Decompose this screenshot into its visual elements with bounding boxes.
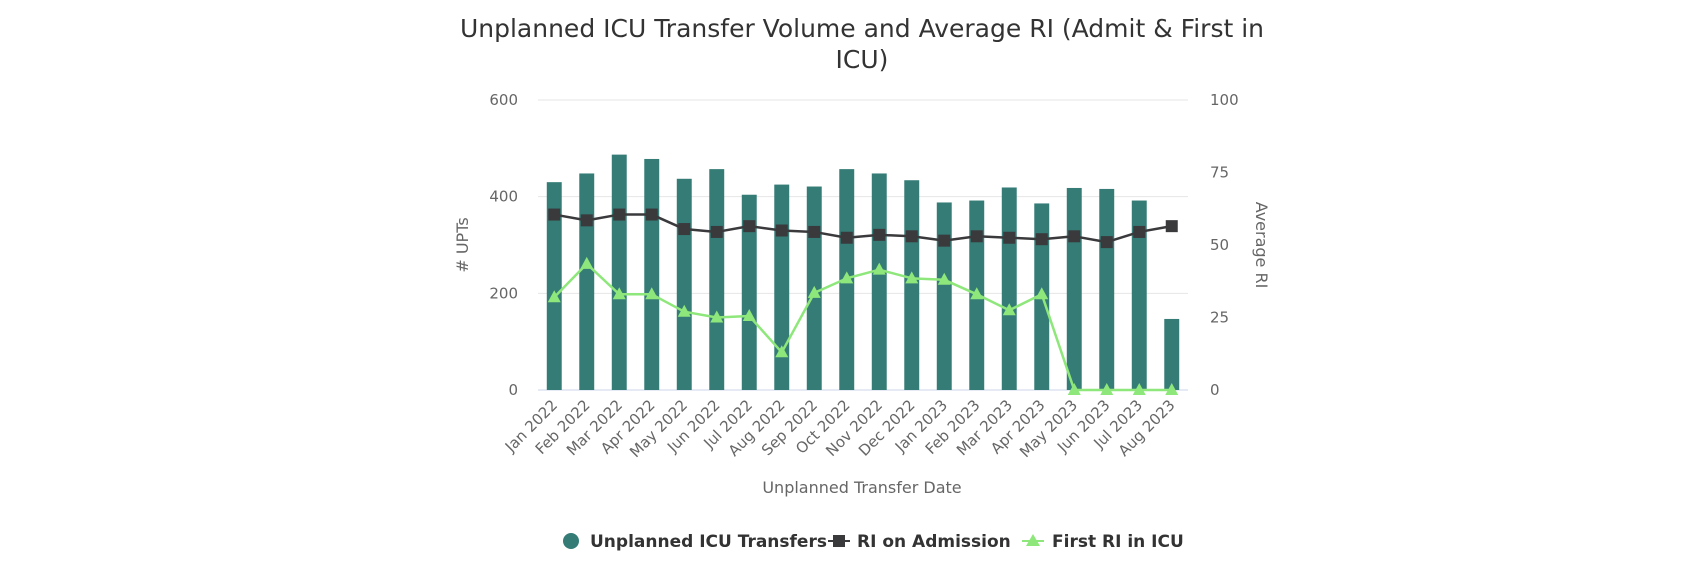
legend-item-ri-on-admission[interactable]: RI on Admission — [828, 532, 1011, 552]
line-point-triangle[interactable] — [742, 309, 756, 322]
line-point-triangle[interactable] — [840, 271, 854, 284]
legend-label: Unplanned ICU Transfers — [590, 532, 827, 552]
line-point-square[interactable] — [873, 228, 886, 241]
series-line — [553, 262, 1172, 392]
bar[interactable] — [546, 182, 562, 390]
line-point-square[interactable] — [970, 230, 983, 243]
chart-title-line-2: ICU) — [836, 45, 889, 74]
y-axis-left-tick-label: 200 — [489, 284, 518, 302]
line-point-square[interactable] — [938, 234, 951, 247]
legend-item-unplanned-icu-transfers[interactable]: Unplanned ICU Transfers — [563, 532, 827, 552]
line-point-triangle[interactable] — [580, 256, 594, 269]
line-point-square[interactable] — [1035, 233, 1048, 246]
line-point-square[interactable] — [1003, 231, 1016, 244]
bar[interactable] — [1164, 318, 1180, 390]
line-point-square[interactable] — [840, 231, 853, 244]
chart-title-line-1: Unplanned ICU Transfer Volume and Averag… — [460, 14, 1264, 43]
line-point-triangle[interactable] — [1100, 383, 1114, 395]
line-point-square[interactable] — [905, 230, 918, 243]
line-point-triangle[interactable] — [872, 262, 886, 275]
legend-triangle-icon — [1026, 534, 1040, 546]
line-point-triangle[interactable] — [1035, 287, 1049, 300]
y-axis-right-tick-label: 0 — [1210, 381, 1220, 399]
line-point-triangle[interactable] — [612, 287, 626, 300]
y-axis-right-tick-label: 75 — [1210, 164, 1229, 182]
line-point-triangle[interactable] — [547, 290, 561, 303]
line-point-square[interactable] — [743, 220, 756, 233]
line-point-triangle[interactable] — [710, 310, 724, 323]
bar[interactable] — [774, 184, 790, 390]
line-point-square[interactable] — [1068, 230, 1081, 243]
bar[interactable] — [936, 202, 952, 390]
bar[interactable] — [676, 178, 692, 390]
legend-square-icon — [833, 535, 845, 547]
line-point-square[interactable] — [1165, 220, 1178, 233]
x-axis-title: Unplanned Transfer Date — [762, 478, 961, 497]
line-point-square[interactable] — [678, 223, 691, 236]
bar[interactable] — [904, 180, 920, 390]
line-point-triangle[interactable] — [1002, 303, 1016, 316]
line-point-square[interactable] — [613, 208, 626, 221]
y-axis-right-title: Average RI — [1252, 202, 1271, 289]
bar[interactable] — [579, 173, 595, 390]
line-point-triangle[interactable] — [645, 287, 659, 300]
line-point-triangle[interactable] — [807, 285, 821, 298]
line-point-triangle[interactable] — [775, 345, 789, 358]
y-axis-right-tick-label: 100 — [1210, 91, 1239, 109]
line-point-triangle[interactable] — [937, 272, 951, 285]
line-point-square[interactable] — [1133, 225, 1146, 238]
line-point-square[interactable] — [1100, 236, 1113, 249]
bar[interactable] — [1001, 187, 1017, 390]
line-point-square[interactable] — [808, 225, 821, 238]
bar[interactable] — [644, 158, 660, 390]
legend-label: RI on Admission — [857, 532, 1011, 552]
line-point-square[interactable] — [580, 214, 593, 227]
line-point-square[interactable] — [710, 225, 723, 238]
line-point-square[interactable] — [775, 224, 788, 237]
line-point-triangle[interactable] — [970, 287, 984, 300]
bar[interactable] — [1066, 187, 1082, 390]
line-point-triangle[interactable] — [905, 271, 919, 284]
legend-item-first-ri-in-icu[interactable]: First RI in ICU — [1022, 532, 1184, 552]
legend-circle-icon — [563, 533, 579, 549]
bar[interactable] — [871, 173, 887, 390]
y-axis-right-tick-label: 25 — [1210, 309, 1229, 327]
bar[interactable] — [741, 194, 757, 390]
gridlines — [538, 99, 1188, 391]
y-axis-left-tick-label: 600 — [489, 91, 518, 109]
line-point-square[interactable] — [645, 208, 658, 221]
line-point-triangle[interactable] — [1165, 383, 1179, 395]
line-point-triangle[interactable] — [1132, 383, 1146, 395]
y-axis-left-tick-label: 400 — [489, 188, 518, 206]
legend: Unplanned ICU Transfers RI on Admission … — [563, 532, 1184, 552]
y-axis-left-tick-label: 0 — [508, 381, 518, 399]
line-series — [547, 208, 1179, 395]
bar[interactable] — [1099, 188, 1115, 390]
line-point-square[interactable] — [548, 208, 561, 221]
bar-series-unplanned-icu-transfers — [546, 154, 1180, 390]
legend-label: First RI in ICU — [1052, 532, 1184, 552]
bar[interactable] — [709, 169, 725, 390]
bar[interactable] — [1131, 200, 1147, 390]
line-point-triangle[interactable] — [1067, 383, 1081, 395]
y-axis-left-title: # UPTs — [453, 217, 472, 272]
line-point-triangle[interactable] — [677, 304, 691, 317]
y-axis-right-tick-label: 50 — [1210, 236, 1229, 254]
bar[interactable] — [611, 154, 627, 390]
